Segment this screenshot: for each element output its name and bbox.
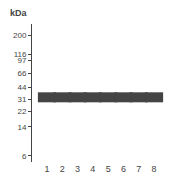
svg-text:116: 116	[14, 50, 27, 59]
svg-text:31: 31	[17, 95, 26, 104]
svg-text:200: 200	[13, 31, 27, 40]
svg-text:2: 2	[60, 164, 65, 174]
svg-text:4: 4	[90, 164, 95, 174]
svg-text:1: 1	[44, 164, 49, 174]
svg-text:66: 66	[17, 69, 26, 78]
svg-text:6: 6	[22, 152, 27, 161]
svg-text:7: 7	[136, 164, 141, 174]
svg-text:22: 22	[17, 107, 26, 116]
svg-text:5: 5	[106, 164, 111, 174]
svg-text:kDa: kDa	[10, 8, 28, 18]
svg-text:3: 3	[75, 164, 80, 174]
svg-text:6: 6	[121, 164, 126, 174]
svg-text:97: 97	[17, 56, 26, 65]
svg-text:14: 14	[17, 123, 26, 132]
svg-text:8: 8	[152, 164, 157, 174]
svg-text:44: 44	[17, 83, 26, 92]
